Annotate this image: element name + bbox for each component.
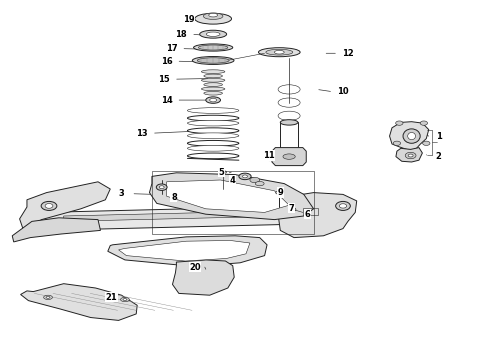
Ellipse shape (209, 13, 218, 17)
Polygon shape (119, 240, 250, 261)
Text: 9: 9 (277, 188, 283, 197)
Ellipse shape (45, 204, 53, 208)
Ellipse shape (220, 171, 227, 174)
Ellipse shape (274, 50, 284, 54)
Ellipse shape (239, 173, 251, 180)
Ellipse shape (422, 141, 430, 145)
Polygon shape (390, 122, 429, 150)
Bar (303, 208, 318, 215)
Ellipse shape (278, 98, 300, 107)
Ellipse shape (275, 191, 283, 194)
Ellipse shape (278, 85, 300, 94)
Text: 7: 7 (289, 204, 294, 212)
Ellipse shape (188, 153, 239, 159)
Ellipse shape (283, 154, 295, 159)
Ellipse shape (203, 13, 223, 19)
Ellipse shape (420, 121, 427, 125)
Ellipse shape (278, 111, 300, 121)
Ellipse shape (188, 133, 239, 139)
Ellipse shape (194, 44, 233, 51)
Bar (152, 171, 314, 234)
Polygon shape (167, 180, 289, 212)
Polygon shape (37, 205, 343, 230)
Ellipse shape (201, 87, 225, 91)
Ellipse shape (204, 83, 222, 86)
Text: 10: 10 (337, 87, 349, 96)
Text: 19: 19 (183, 15, 195, 24)
Ellipse shape (188, 140, 239, 146)
Ellipse shape (405, 152, 416, 159)
Ellipse shape (44, 295, 52, 300)
Text: 6: 6 (305, 210, 311, 219)
Text: 1: 1 (436, 132, 441, 141)
Text: 15: 15 (158, 75, 170, 84)
Ellipse shape (159, 186, 164, 189)
Ellipse shape (243, 175, 247, 178)
Polygon shape (21, 284, 137, 320)
Polygon shape (172, 260, 234, 295)
Ellipse shape (201, 78, 225, 82)
Ellipse shape (408, 154, 413, 157)
Text: 20: 20 (189, 263, 201, 271)
Ellipse shape (123, 298, 127, 300)
Ellipse shape (266, 49, 293, 55)
Ellipse shape (41, 202, 57, 210)
Ellipse shape (290, 208, 296, 211)
Ellipse shape (188, 145, 239, 151)
Ellipse shape (188, 115, 239, 121)
Polygon shape (272, 148, 306, 166)
Text: 3: 3 (119, 189, 124, 198)
Polygon shape (108, 236, 267, 266)
Ellipse shape (46, 297, 50, 298)
Ellipse shape (408, 132, 416, 140)
Polygon shape (396, 148, 422, 162)
Text: 8: 8 (171, 193, 177, 202)
Text: 21: 21 (106, 292, 118, 302)
Ellipse shape (339, 204, 346, 208)
Text: 4: 4 (230, 176, 236, 185)
Ellipse shape (193, 57, 234, 64)
Ellipse shape (197, 58, 229, 63)
Polygon shape (278, 193, 357, 238)
Ellipse shape (195, 13, 232, 24)
Ellipse shape (250, 177, 260, 183)
Ellipse shape (188, 128, 239, 134)
Ellipse shape (156, 184, 167, 190)
Polygon shape (64, 210, 318, 221)
Ellipse shape (188, 108, 239, 113)
Text: 17: 17 (166, 44, 177, 53)
Ellipse shape (265, 156, 274, 161)
Ellipse shape (280, 120, 298, 125)
Ellipse shape (336, 202, 350, 210)
Ellipse shape (201, 70, 225, 73)
Text: 13: 13 (136, 129, 148, 138)
Text: 12: 12 (342, 49, 354, 58)
Ellipse shape (259, 48, 300, 57)
Ellipse shape (198, 45, 228, 50)
Text: 11: 11 (263, 151, 274, 160)
Ellipse shape (206, 32, 220, 36)
Text: 18: 18 (175, 30, 187, 39)
Ellipse shape (188, 120, 239, 126)
Text: 2: 2 (436, 152, 441, 161)
Ellipse shape (395, 121, 403, 125)
Text: 5: 5 (219, 168, 224, 177)
Ellipse shape (204, 74, 222, 78)
Polygon shape (12, 218, 100, 242)
Ellipse shape (204, 91, 222, 95)
Polygon shape (20, 182, 110, 230)
Ellipse shape (393, 141, 401, 145)
Ellipse shape (200, 30, 226, 38)
Ellipse shape (210, 98, 217, 102)
Ellipse shape (403, 129, 420, 143)
Text: 16: 16 (161, 57, 172, 66)
Ellipse shape (121, 297, 129, 302)
Text: 14: 14 (161, 96, 172, 105)
Ellipse shape (255, 181, 264, 186)
Ellipse shape (206, 97, 220, 103)
Polygon shape (149, 173, 314, 220)
